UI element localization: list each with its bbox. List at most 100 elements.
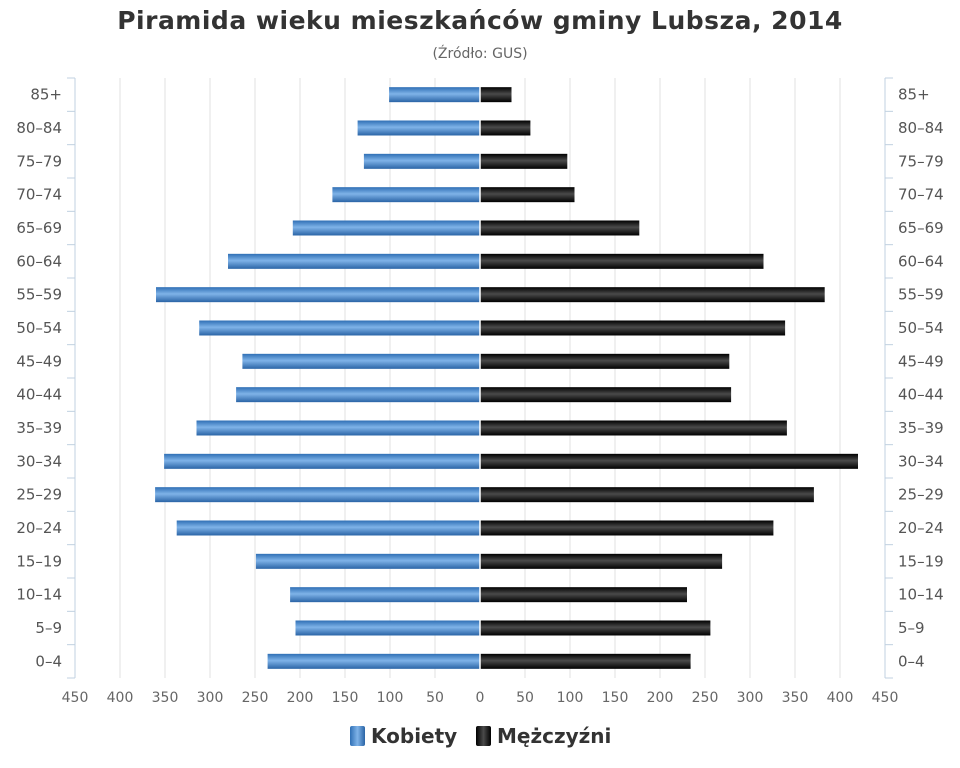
category-label-right: 0–4	[898, 652, 925, 670]
x-tick-label: 50	[426, 690, 444, 706]
category-label-right: 10–14	[898, 586, 944, 604]
bar-mezczyzni-70-74	[480, 187, 575, 203]
bar-mezczyzni-15-19	[480, 553, 723, 569]
category-label-right: 75–79	[898, 152, 944, 170]
bar-kobiety-55-59	[156, 287, 480, 303]
category-label-right: 5–9	[898, 619, 925, 637]
bar-mezczyzni-45-49	[480, 353, 730, 369]
bar-kobiety-35-39	[196, 420, 480, 436]
category-label-left: 45–49	[16, 352, 62, 370]
bar-kobiety-60-64	[228, 253, 480, 269]
x-tick-label: 450	[62, 690, 89, 706]
category-label-right: 45–49	[898, 352, 944, 370]
category-label-right: 70–74	[898, 186, 944, 204]
category-label-left: 15–19	[16, 552, 62, 570]
x-tick-label: 150	[332, 690, 359, 706]
chart-subtitle: (Źródło: GUS)	[432, 46, 528, 62]
bar-kobiety-30-34	[164, 453, 480, 469]
category-label-left: 60–64	[16, 252, 62, 270]
bar-kobiety-40-44	[236, 387, 480, 403]
x-tick-label: 150	[602, 690, 629, 706]
bar-kobiety-20-24	[176, 520, 480, 536]
category-label-left: 50–54	[16, 319, 62, 337]
bar-mezczyzni-50-54	[480, 320, 786, 336]
category-label-right: 15–19	[898, 552, 944, 570]
category-label-left: 55–59	[16, 286, 62, 304]
bar-mezczyzni-5-9	[480, 620, 711, 636]
category-label-left: 80–84	[16, 119, 62, 137]
category-label-left: 85+	[30, 86, 62, 104]
legend-swatch-blue-icon	[350, 726, 365, 746]
category-label-left: 65–69	[16, 219, 62, 237]
category-label-right: 35–39	[898, 419, 944, 437]
bar-kobiety-0-4	[267, 653, 480, 669]
category-label-right: 85+	[898, 86, 930, 104]
category-label-left: 0–4	[35, 652, 62, 670]
category-label-right: 40–44	[898, 386, 944, 404]
category-label-right: 25–29	[898, 486, 944, 504]
bar-kobiety-70-74	[332, 187, 480, 203]
chart-title: Piramida wieku mieszkańców gminy Lubsza,…	[117, 6, 843, 35]
category-label-left: 5–9	[35, 619, 62, 637]
legend-label: Mężczyźni	[497, 724, 612, 748]
bar-kobiety-15-19	[255, 553, 480, 569]
bar-kobiety-50-54	[199, 320, 480, 336]
category-label-left: 40–44	[16, 386, 62, 404]
bar-kobiety-80-84	[357, 120, 480, 136]
x-tick-label: 250	[242, 690, 269, 706]
x-tick-label: 300	[197, 690, 224, 706]
category-label-right: 20–24	[898, 519, 944, 537]
bar-mezczyzni-85+	[480, 87, 512, 103]
bar-kobiety-75-79	[363, 153, 480, 169]
bar-mezczyzni-75-79	[480, 153, 568, 169]
category-label-right: 80–84	[898, 119, 944, 137]
x-tick-label: 300	[737, 690, 764, 706]
x-tick-label: 350	[782, 690, 809, 706]
bar-mezczyzni-60-64	[480, 253, 764, 269]
x-tick-label: 450	[872, 690, 899, 706]
legend-item-mezczyzni[interactable]: Mężczyźni	[476, 722, 611, 750]
x-tick-label: 200	[647, 690, 674, 706]
category-label-left: 35–39	[16, 419, 62, 437]
bar-mezczyzni-10-14	[480, 587, 687, 603]
x-tick-label: 100	[377, 690, 404, 706]
x-tick-label: 0	[476, 690, 485, 706]
bar-kobiety-45-49	[242, 353, 480, 369]
x-tick-label: 100	[557, 690, 584, 706]
x-tick-label: 350	[152, 690, 179, 706]
bar-kobiety-65-69	[292, 220, 480, 236]
category-label-right: 55–59	[898, 286, 944, 304]
category-label-left: 25–29	[16, 486, 62, 504]
x-tick-label: 400	[827, 690, 854, 706]
legend-label: Kobiety	[371, 724, 458, 748]
bar-kobiety-25-29	[155, 487, 480, 503]
bar-kobiety-10-14	[290, 587, 480, 603]
category-label-right: 65–69	[898, 219, 944, 237]
bar-mezczyzni-25-29	[480, 487, 814, 503]
bar-kobiety-5-9	[295, 620, 480, 636]
bar-mezczyzni-0-4	[480, 653, 691, 669]
legend-item-kobiety[interactable]: Kobiety	[350, 722, 457, 750]
category-label-left: 30–34	[16, 452, 62, 470]
category-label-left: 10–14	[16, 586, 62, 604]
bar-mezczyzni-20-24	[480, 520, 774, 536]
category-label-left: 70–74	[16, 186, 62, 204]
x-tick-label: 250	[692, 690, 719, 706]
x-tick-label: 200	[287, 690, 314, 706]
x-tick-label: 50	[516, 690, 534, 706]
bar-mezczyzni-80-84	[480, 120, 531, 136]
bar-mezczyzni-55-59	[480, 287, 825, 303]
bar-mezczyzni-65-69	[480, 220, 640, 236]
bar-mezczyzni-35-39	[480, 420, 787, 436]
x-tick-label: 400	[107, 690, 134, 706]
category-label-left: 20–24	[16, 519, 62, 537]
bar-kobiety-85+	[389, 87, 480, 103]
category-label-right: 30–34	[898, 452, 944, 470]
category-label-right: 50–54	[898, 319, 944, 337]
bars	[155, 87, 858, 669]
category-label-right: 60–64	[898, 252, 944, 270]
category-label-left: 75–79	[16, 152, 62, 170]
legend-swatch-black-icon	[476, 726, 491, 746]
bar-mezczyzni-40-44	[480, 387, 732, 403]
